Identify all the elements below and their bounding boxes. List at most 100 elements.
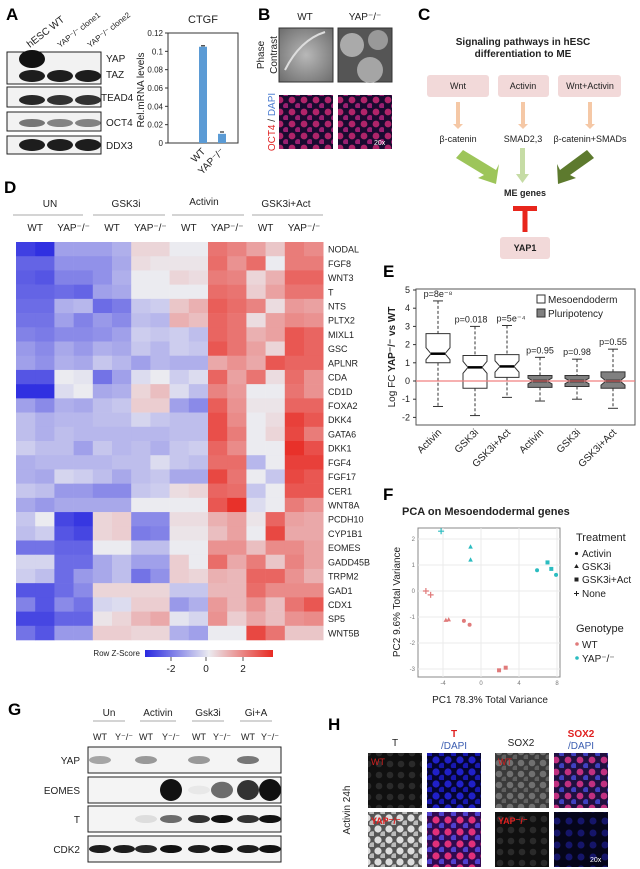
heatmap-cell [16,568,36,584]
heatmap-cell [73,426,94,442]
gene-label: CER1 [328,486,352,496]
row-label-oct4-dapi: OCT4 / DAPI [267,93,278,151]
row-label-wt: WT [498,757,512,767]
legend-marker-triangle [574,564,579,568]
heatmap-cell [227,469,247,484]
lane-group-label: Un [103,708,116,719]
heatmap-cell [131,270,151,285]
heatmap-cell [227,497,247,513]
blot-band-tead4 [19,95,45,105]
heatmap-cell [208,441,228,456]
p-value-label: p=8e⁻⁸ [424,289,453,299]
heatmap-cell [246,355,266,371]
header-t: T [392,738,398,749]
blot-band-cdk2 [211,845,233,853]
heatmap-cell [265,469,286,484]
point-gsk3i [468,557,473,562]
heatmap-cell [284,242,305,257]
heatmap-cell [150,412,170,428]
heatmap-cell [54,412,74,428]
heatmap-cell [208,583,228,598]
heatmap-cell [150,426,170,442]
group-label-activin: Activin [189,197,218,208]
heatmap-cell [208,469,228,484]
heatmap-cell [112,497,132,513]
arrow-activin [518,102,528,129]
blot-band-tead4 [47,95,73,105]
mediator-beta-catenin: β-catenin [439,134,476,144]
heatmap-cell [227,568,247,584]
heatmap-cell [92,469,113,484]
heatmap-cell [246,455,266,470]
heatmap-cell [92,355,113,371]
heatmap-cell [188,512,209,527]
heatmap-cell [227,526,247,541]
legend-pluripotency: Pluripotency [548,309,603,320]
heatmap-cell [188,540,209,556]
heatmap-cell [131,256,151,271]
heatmap-cell [150,398,170,413]
heatmap-cell [169,469,190,484]
heatmap-cell [150,469,170,484]
blot-band-t [160,815,182,823]
t-dapi-yap-image [427,812,481,867]
blot-band-eomes [237,780,259,800]
heatmap-cell [35,441,55,456]
subgroup-label: WT [181,223,197,234]
heatmap-cell [73,327,94,342]
blot-band-oct4 [19,119,45,127]
y-tick-label: 0.08 [147,66,163,75]
blot-band-ddx3 [19,139,45,151]
gene-label: TRPM2 [328,572,359,582]
heatmap-cell [169,284,190,300]
heatmap-cell [16,469,36,484]
panel-label-h: H [328,715,340,734]
heatmap-cell [150,284,170,300]
dapi-label: DAPI [267,93,278,116]
point-gsk3i-act [497,668,502,673]
heatmap-cell [304,583,324,598]
y-tick-label: 2 [405,340,410,350]
heatmap-cell [150,568,170,584]
gene-label: EOMES [328,543,361,553]
heatmap-cell [35,384,55,399]
heatmap-cell [169,483,190,499]
heatmap-cell [73,455,94,470]
heatmap-cell [35,597,55,612]
ylabel-prefix: Log FC [387,372,398,408]
blot-label-yap: YAP [61,756,81,767]
heatmap-cell [112,526,132,541]
panel-a-western-blot: hESC WT YAP⁻/⁻ clone1 YAP⁻/⁻ clone2 YAP … [6,10,134,155]
heatmap-cell [35,412,55,428]
legend-yap: YAP⁻/⁻ [582,654,615,665]
y-tick-label: 0 [159,139,164,148]
heatmap-cell [284,497,305,513]
heatmap-cell [16,512,36,527]
heatmap-cell [169,625,190,641]
subgroup-label: WT [27,223,43,234]
heatmap-cell [188,398,209,413]
blot-band-cdk2 [113,845,135,853]
heatmap-cell [112,355,132,371]
heatmap-cell [35,327,55,342]
heatmap-cell [304,355,324,371]
heatmap-cell [227,384,247,399]
heatmap-cell [169,384,190,399]
heatmap-cell [92,526,113,541]
side-label-activin-24h: Activin 24h [342,786,353,835]
heatmap-cell [284,483,305,499]
input-box-wnt [427,75,489,97]
heatmap-cell [227,483,247,499]
arrow-wnt-activin [585,102,595,129]
heatmap-cell [208,384,228,399]
blot-band-yap [188,756,210,764]
heatmap-cell [265,384,286,399]
heatmap-cell [54,597,74,612]
heatmap-cell [131,554,151,570]
heatmap-cell [188,298,209,314]
legend-marker-circle [574,551,579,556]
colony [340,33,364,57]
heatmap-cell [35,242,55,257]
heatmap-cell [208,483,228,499]
header-sox2: SOX2 [508,738,535,749]
